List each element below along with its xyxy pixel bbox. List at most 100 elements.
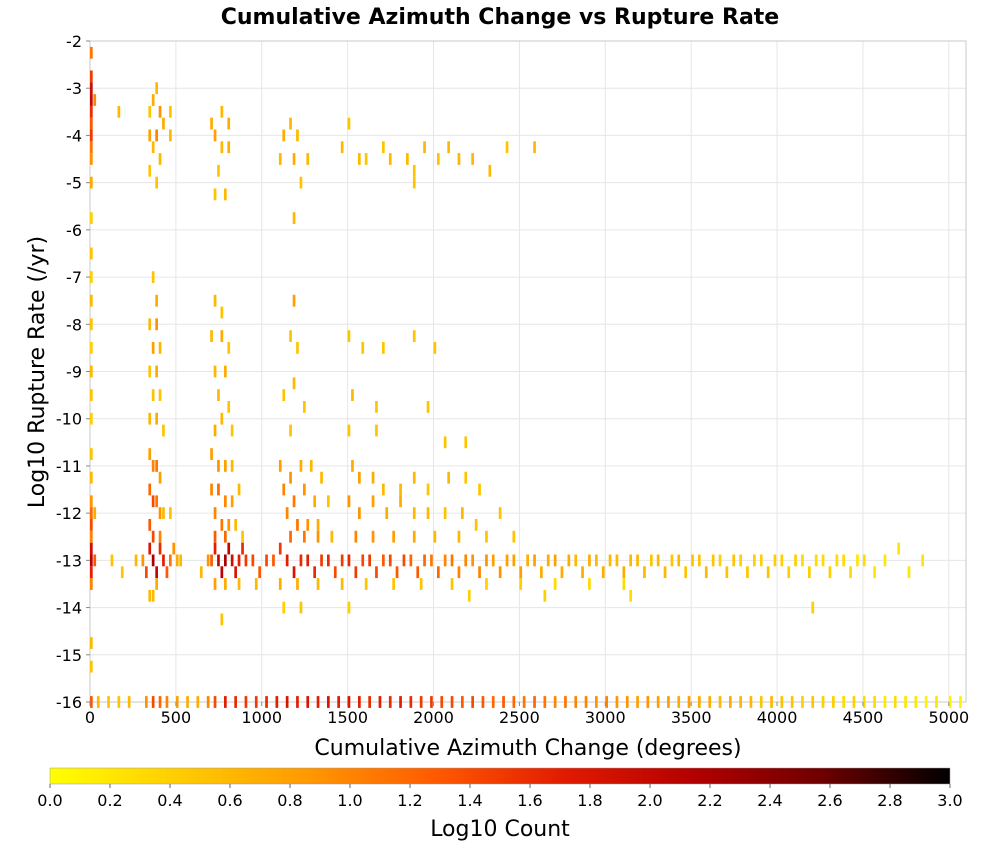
- heatmap-cell: [656, 696, 660, 708]
- heatmap-cell: [169, 554, 172, 567]
- y-tick-label: -4: [66, 126, 82, 145]
- heatmap-cell: [553, 554, 557, 567]
- heatmap-cell: [217, 164, 220, 177]
- colorbar-tick-label: 1.2: [397, 791, 422, 810]
- y-tick-label: -7: [66, 268, 82, 287]
- heatmap-cell: [282, 601, 286, 614]
- heatmap-cell: [412, 530, 416, 543]
- heatmap-cell: [636, 554, 639, 567]
- heatmap-cell: [90, 495, 93, 508]
- heatmap-cell: [224, 530, 227, 543]
- heatmap-cell: [399, 696, 402, 708]
- heatmap-cell: [419, 578, 423, 590]
- heatmap-cell: [412, 176, 416, 189]
- heatmap-cell: [151, 589, 155, 602]
- heatmap-cell: [347, 495, 351, 508]
- heatmap-cell: [224, 460, 227, 472]
- heatmap-cell: [340, 578, 344, 590]
- heatmap-cell: [485, 554, 488, 567]
- colorbar-tick-label: 2.0: [637, 791, 662, 810]
- x-tick-label: 2500: [499, 708, 540, 727]
- heatmap-cell: [224, 554, 227, 567]
- heatmap-cell: [443, 507, 447, 519]
- heatmap-cell: [316, 519, 320, 531]
- heatmap-cell: [540, 566, 543, 579]
- heatmap-cell: [450, 696, 454, 708]
- colorbar-tick-label: 1.8: [577, 791, 602, 810]
- heatmap-cell: [595, 554, 598, 567]
- heatmap-cell: [491, 554, 495, 567]
- heatmap-cell: [165, 696, 169, 708]
- heatmap-cell: [704, 566, 708, 579]
- heatmap-cell: [505, 141, 509, 154]
- colorbar-tick-label: 0.8: [277, 791, 302, 810]
- heatmap-cell: [289, 530, 292, 543]
- heatmap-cell: [505, 554, 509, 567]
- heatmap-cell: [790, 696, 794, 708]
- heatmap-cell: [426, 401, 430, 413]
- heatmap-cell: [382, 342, 385, 354]
- heatmap-cell: [237, 554, 241, 567]
- heatmap-cell: [347, 696, 351, 708]
- heatmap-cell: [670, 554, 674, 567]
- x-tick-label: 5000: [928, 708, 969, 727]
- heatmap-cell: [90, 660, 93, 673]
- heatmap-cell: [409, 554, 413, 567]
- heatmap-cell: [278, 153, 282, 165]
- heatmap-cell: [368, 554, 371, 567]
- heatmap-cell: [450, 554, 454, 567]
- heatmap-cell: [220, 330, 224, 342]
- heatmap-cell: [519, 578, 523, 590]
- heatmap-cell: [158, 542, 162, 555]
- heatmap-cell: [588, 554, 591, 567]
- heatmap-cell: [186, 696, 189, 708]
- colorbar-tick-label: 0.0: [37, 791, 62, 810]
- heatmap-cell: [175, 554, 179, 567]
- x-tick-label: 4500: [843, 708, 884, 727]
- heatmap-cell: [811, 696, 815, 708]
- heatmap-cell: [220, 141, 224, 154]
- heatmap-cell: [625, 696, 629, 708]
- x-tick-label: 1500: [327, 708, 368, 727]
- heatmap-cell: [739, 554, 742, 567]
- heatmap-cell: [148, 412, 152, 425]
- heatmap-cell: [553, 696, 557, 708]
- heatmap-cell: [90, 271, 93, 283]
- heatmap-cell: [364, 153, 368, 165]
- heatmap-cell: [90, 82, 93, 95]
- heatmap-cell: [90, 247, 93, 260]
- y-tick-label: -5: [66, 174, 82, 193]
- heatmap-cell: [842, 554, 845, 567]
- heatmap-cell: [656, 554, 660, 567]
- heatmap-cell: [358, 471, 361, 484]
- heatmap-cell: [90, 365, 93, 378]
- heatmap-cell: [718, 554, 722, 567]
- heatmap-cell: [814, 554, 818, 567]
- heatmap-cell: [443, 436, 447, 449]
- heatmap-cell: [759, 696, 763, 708]
- heatmap-cell: [461, 507, 464, 519]
- heatmap-cell: [292, 212, 296, 224]
- heatmap-cell: [646, 696, 650, 708]
- x-tick-label: 3500: [671, 708, 712, 727]
- heatmap-cell: [419, 696, 423, 708]
- heatmap-cell: [378, 696, 382, 708]
- heatmap-cell: [213, 424, 217, 437]
- heatmap-cell: [907, 566, 911, 579]
- heatmap-cell: [533, 554, 536, 567]
- heatmap-cell: [650, 554, 653, 567]
- heatmap-cell: [375, 566, 378, 579]
- heatmap-cell: [423, 554, 426, 567]
- heatmap-cell: [227, 141, 231, 154]
- heatmap-cell: [134, 554, 138, 567]
- heatmap-cell: [299, 554, 303, 567]
- heatmap-cell: [224, 188, 227, 201]
- heatmap-cell: [244, 696, 248, 708]
- heatmap-cell: [691, 554, 694, 567]
- heatmap-cell: [213, 188, 217, 201]
- heatmap-cell: [220, 412, 224, 425]
- heatmap-cell: [220, 306, 224, 319]
- heatmap-cell: [426, 507, 430, 519]
- heatmap-cell: [485, 530, 488, 543]
- heatmap-cell: [155, 578, 158, 590]
